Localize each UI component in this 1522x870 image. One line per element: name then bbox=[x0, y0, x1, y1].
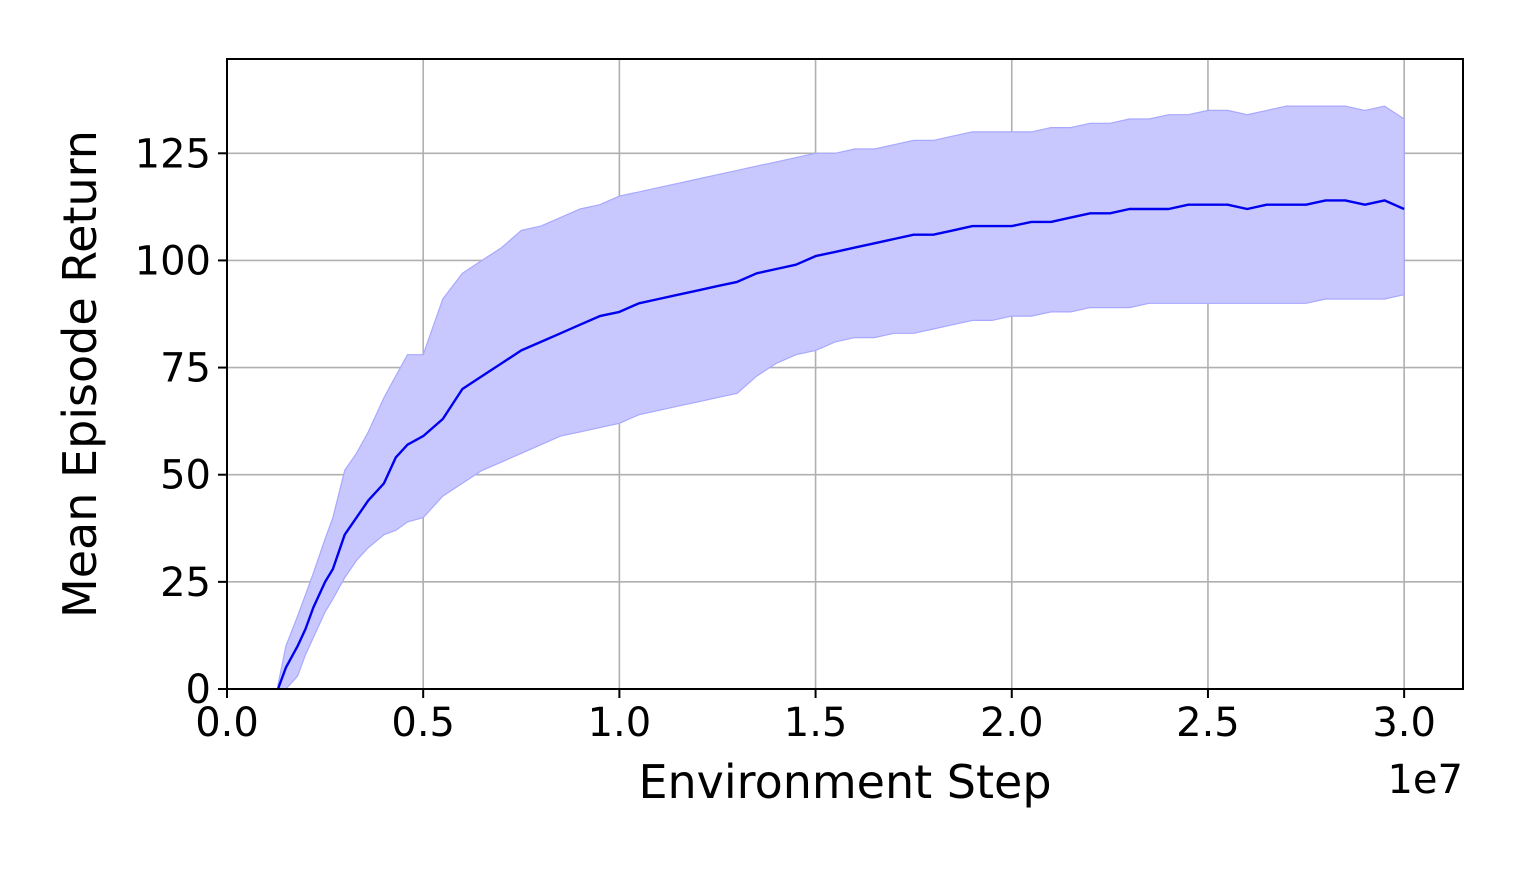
y-tick-label: 25 bbox=[160, 560, 211, 606]
y-tick-label: 125 bbox=[135, 131, 211, 177]
y-tick-label: 100 bbox=[135, 238, 211, 284]
y-tick-label: 0 bbox=[186, 667, 211, 713]
std-band bbox=[277, 105, 1405, 690]
ticks: 0.0 0.5 1.0 1.5 2.0 2.5 3.0 0 25 50 75 100 125 bbox=[135, 131, 1436, 746]
x-tick-label: 2.5 bbox=[1176, 700, 1240, 746]
y-tick-label: 75 bbox=[160, 346, 211, 392]
x-tick-label: 3.0 bbox=[1372, 700, 1436, 746]
x-axis-label: Environment Step bbox=[638, 755, 1051, 809]
plot-frame bbox=[226, 58, 1464, 690]
x-tick-label: 1.5 bbox=[784, 700, 848, 746]
x-tick-label: 1.0 bbox=[588, 700, 652, 746]
x-tick-label: 0.0 bbox=[195, 700, 259, 746]
mean-line bbox=[276, 199, 1405, 690]
y-axis-label: Mean Episode Return bbox=[53, 130, 107, 618]
x-tick-label: 2.0 bbox=[980, 700, 1044, 746]
x-offset-label: 1e7 bbox=[1387, 757, 1463, 803]
x-tick-label: 0.5 bbox=[391, 700, 455, 746]
y-tick-label: 50 bbox=[160, 453, 211, 499]
